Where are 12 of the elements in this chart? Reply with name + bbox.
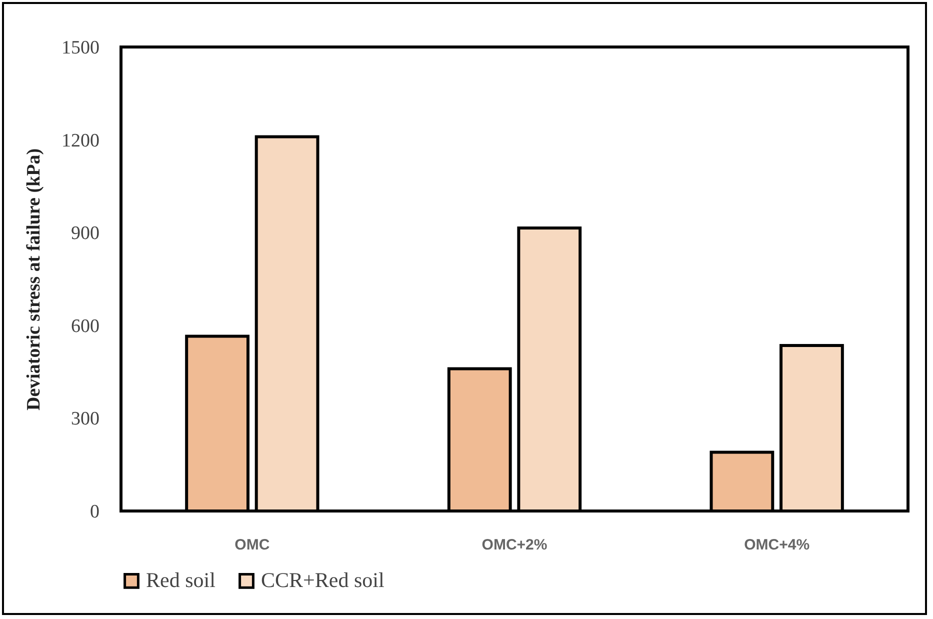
legend-label: CCR+Red soil — [261, 568, 384, 592]
y-axis-title: Deviatoric stress at failure (kPa) — [24, 148, 44, 411]
y-tick-label: 0 — [90, 502, 100, 522]
y-tick-label: 1500 — [62, 38, 100, 58]
y-tick-label: 1200 — [62, 130, 100, 152]
y-tick-label: 300 — [71, 408, 100, 430]
legend-label: Red soil — [146, 568, 216, 592]
x-tick-label: OMC+2% — [482, 536, 548, 554]
y-tick-label: 900 — [71, 223, 100, 244]
x-tick-label: OMC — [234, 536, 270, 554]
y-tick-label: 600 — [71, 316, 100, 337]
x-tick-label: OMC+4% — [744, 536, 810, 554]
